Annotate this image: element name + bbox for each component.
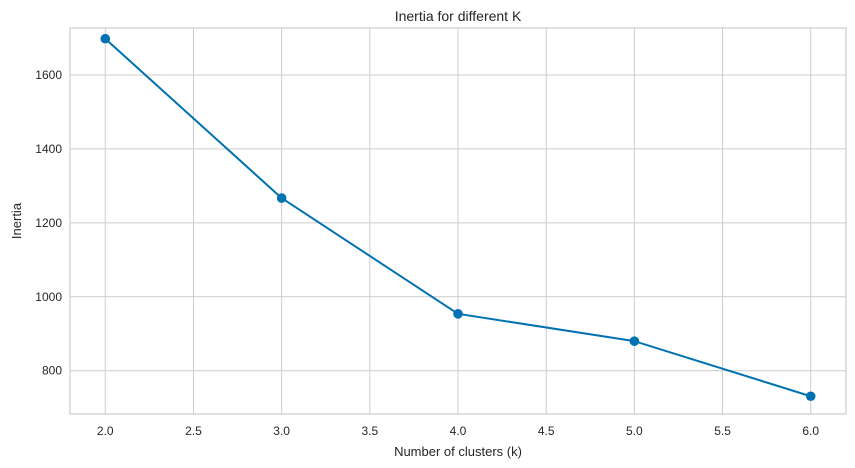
x-tick-label: 2.5: [185, 424, 202, 438]
data-point-marker: [276, 193, 287, 203]
y-tick-labels: 800 1000 1200 1400 1600: [35, 68, 62, 378]
series-layer: [100, 33, 816, 402]
x-tick-labels: 2.0 2.5 3.0 3.5 4.0 4.5 5.0 5.5 6.0: [97, 424, 819, 438]
y-tick-label: 800: [42, 364, 62, 378]
x-axis-label: Number of clusters (k): [394, 444, 522, 459]
x-tick-label: 4.5: [538, 424, 555, 438]
plot-area-frame: [69, 27, 847, 415]
x-tick-label: 3.5: [361, 424, 378, 438]
data-point-marker: [805, 391, 816, 402]
chart-title: Inertia for different K: [395, 8, 522, 24]
x-tick-label: 6.0: [802, 424, 819, 438]
x-tick-label: 5.5: [714, 424, 731, 438]
grid-lines: [70, 28, 846, 414]
x-tick-label: 4.0: [450, 424, 467, 438]
data-point-marker: [100, 33, 111, 44]
y-tick-label: 1000: [35, 290, 62, 304]
y-tick-label: 1600: [35, 68, 62, 82]
data-point-marker: [629, 336, 640, 346]
data-point-marker: [453, 309, 463, 319]
x-tick-label: 5.0: [626, 424, 643, 438]
y-axis-label: Inertia: [9, 202, 24, 239]
x-tick-label: 3.0: [273, 424, 290, 438]
x-tick-label: 2.0: [97, 424, 114, 438]
y-tick-label: 1400: [35, 142, 62, 156]
y-tick-label: 1200: [35, 216, 62, 230]
